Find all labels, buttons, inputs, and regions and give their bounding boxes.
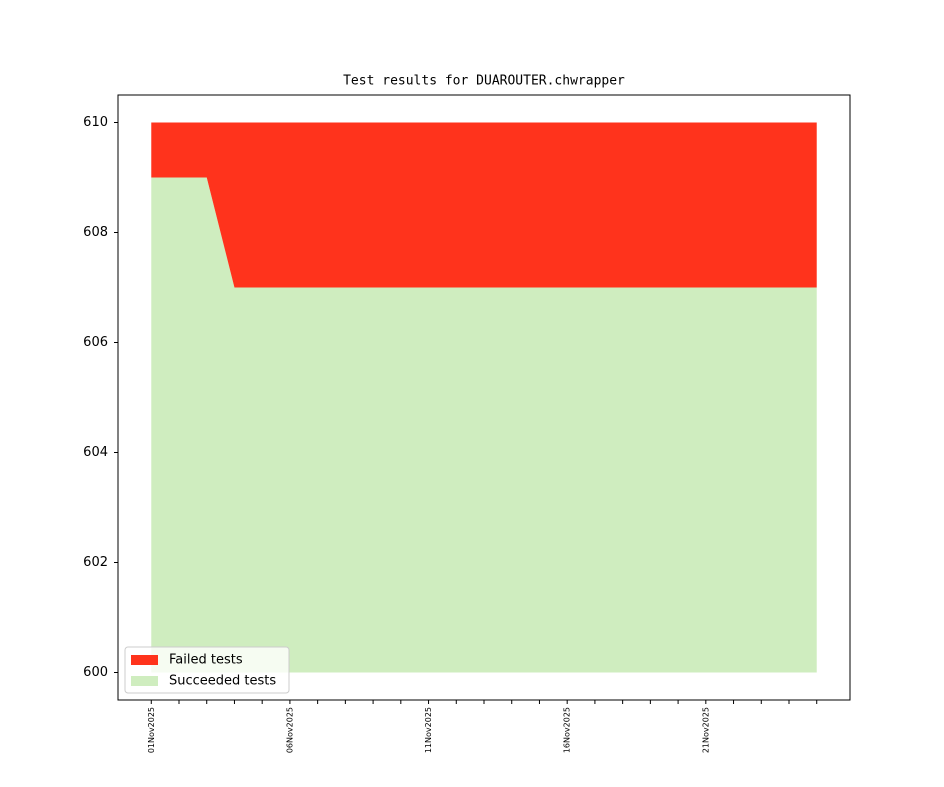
x-tick-label: 21Nov2025	[701, 707, 710, 753]
legend-label: Failed tests	[169, 653, 243, 668]
y-tick-label: 606	[83, 335, 108, 350]
legend-frame	[124, 646, 290, 694]
legend: Failed tests Succeeded tests	[124, 646, 290, 694]
y-tick-label: 604	[83, 445, 108, 460]
y-tick-label: 608	[83, 225, 108, 240]
area	[151, 177, 817, 673]
chart-title: Test results for DUAROUTER.chwrapper	[343, 74, 625, 89]
x-tick-label: 11Nov2025	[424, 707, 433, 753]
y-tick-label: 602	[83, 555, 108, 570]
x-tick-label: 16Nov2025	[563, 707, 572, 753]
legend-label: Succeeded tests	[169, 674, 276, 689]
legend-swatch	[131, 655, 158, 665]
y-tick-label: 600	[83, 665, 108, 680]
area	[151, 122, 817, 288]
x-tick-label: 06Nov2025	[285, 707, 294, 753]
x-tick-label: 01Nov2025	[147, 707, 156, 753]
legend-swatch	[131, 676, 158, 686]
y-tick-label: 610	[83, 115, 108, 130]
